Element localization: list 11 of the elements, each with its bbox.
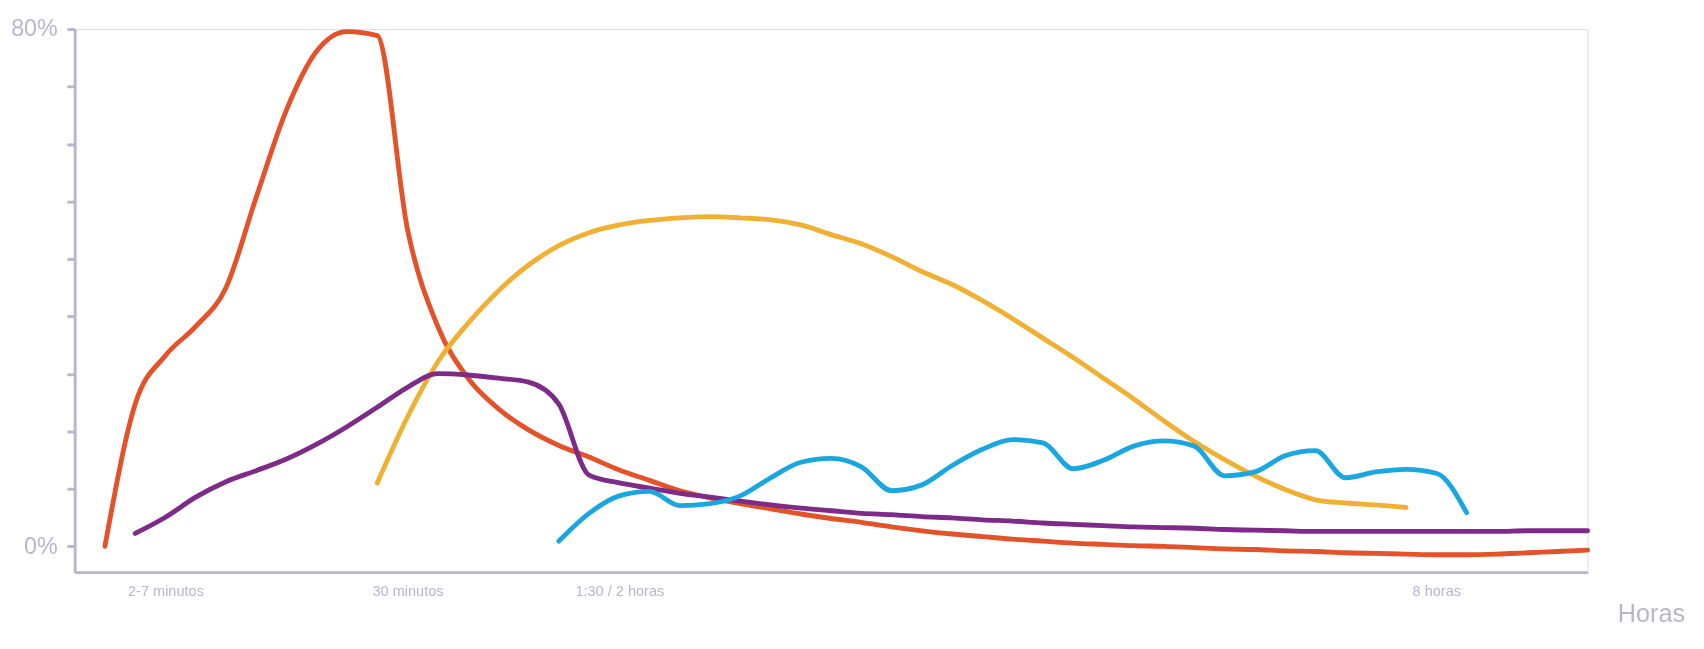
y-tick-label: 0%	[24, 532, 58, 559]
line-series	[102, 29, 1591, 558]
x-tick-label: 2-7 minutos	[127, 582, 204, 599]
x-tick-label: 30 minutos	[372, 582, 444, 599]
line-series	[132, 371, 1591, 536]
y-tick-label: 80%	[11, 15, 58, 42]
line-series	[556, 437, 1470, 544]
x-axis-title: Horas	[1617, 599, 1686, 628]
x-tick-label: 8 horas	[1412, 582, 1462, 599]
line-series	[374, 214, 1409, 510]
x-tick-label: 1:30 / 2 horas	[575, 582, 665, 599]
